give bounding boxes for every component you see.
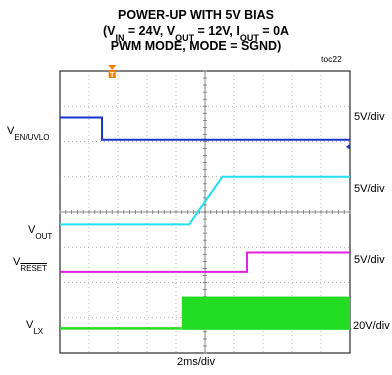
label-vreset: VRESET xyxy=(13,256,47,273)
label-ven-uvlo-main: V xyxy=(7,125,15,137)
ch1-level-marker xyxy=(346,143,350,150)
title-vin-sub: IN xyxy=(115,32,125,43)
chart-title-line3: PWM MODE, MODE = SGND) xyxy=(110,39,282,53)
x-axis-timebase: 2ms/div xyxy=(177,356,215,368)
title-iout-val: = 0A xyxy=(258,24,290,38)
chart-title-line1: POWER-UP WITH 5V BIAS xyxy=(117,8,275,22)
trigger-label: T xyxy=(110,72,115,79)
chart-title-line2: (VIN = 24V, VOUT = 12V, IOUT = 0A xyxy=(0,24,392,42)
trace-v-lx-switching xyxy=(181,296,350,330)
label-ven-uvlo-sub: EN/UVLO xyxy=(14,133,50,143)
title-vin-val: = 24V, V xyxy=(124,24,176,38)
title-iout-sub: OUT xyxy=(239,32,259,43)
trace-v-en-uvlo xyxy=(60,116,350,141)
scale-ch4: 20V/div xyxy=(353,320,390,332)
scale-ch3: 5V/div xyxy=(354,254,385,266)
label-vout-sub: OUT xyxy=(35,232,53,242)
label-vreset-main: V xyxy=(13,256,21,268)
label-vlx: VLX xyxy=(26,319,43,336)
title-vout-val: = 12V, I xyxy=(194,24,240,38)
label-vreset-sub: RESET xyxy=(20,264,48,274)
label-vlx-main: V xyxy=(26,319,34,331)
title-open: (V xyxy=(102,24,116,38)
trace-v-out xyxy=(60,175,350,226)
trigger-box xyxy=(108,70,116,78)
title-vout-sub: OUT xyxy=(175,32,195,43)
label-vlx-sub: LX xyxy=(33,327,44,337)
scale-ch2: 5V/div xyxy=(354,183,385,195)
scale-ch1: 5V/div xyxy=(354,111,385,123)
label-vout: VOUT xyxy=(28,224,52,241)
trigger-arrow xyxy=(108,65,117,70)
trace-v-reset xyxy=(60,251,350,273)
label-vout-main: V xyxy=(28,224,36,236)
figure-tag: toc22 xyxy=(321,54,342,64)
label-ven-uvlo: VEN/UVLO xyxy=(7,125,49,142)
